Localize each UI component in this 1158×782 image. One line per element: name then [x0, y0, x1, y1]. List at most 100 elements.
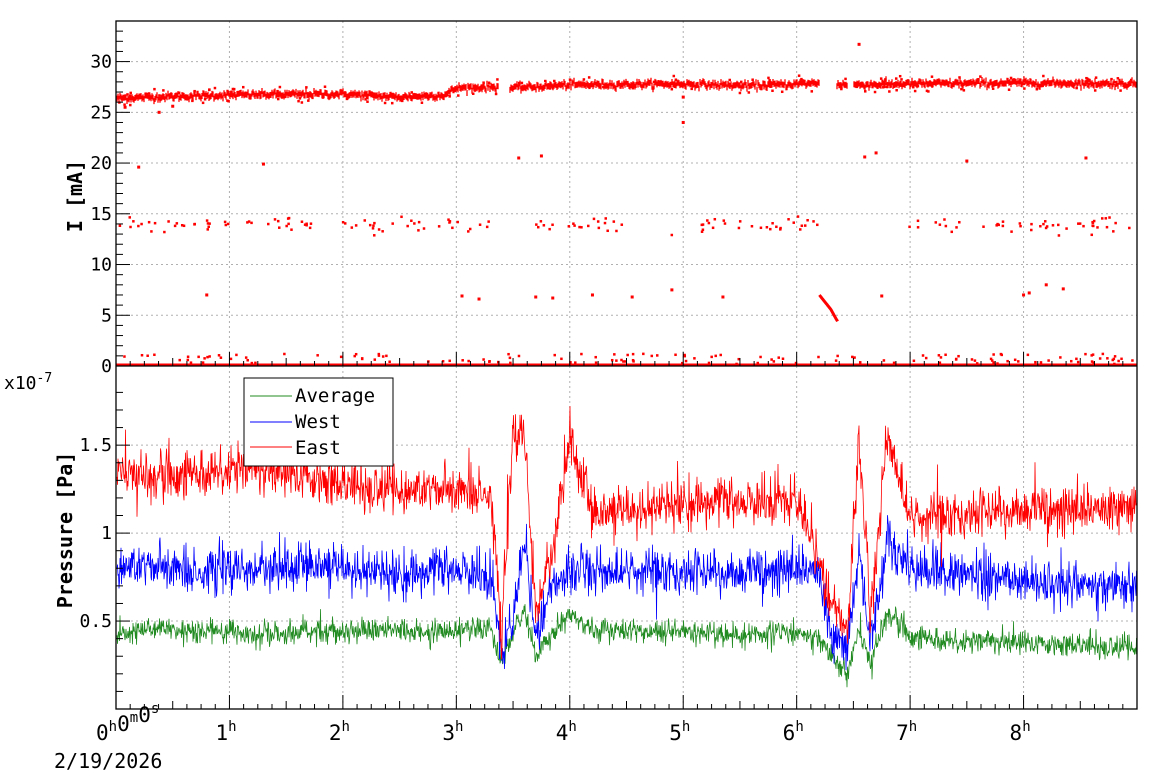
- current-mid-point: [193, 222, 196, 226]
- current-low-point: [1059, 356, 1062, 359]
- top-y-tick-label: 0: [101, 356, 112, 377]
- current-mid-point: [934, 221, 938, 224]
- x-tick-unit: h: [909, 719, 917, 735]
- current-band-point: [962, 89, 966, 92]
- current-low-point: [1026, 353, 1030, 357]
- current-band-point: [765, 84, 768, 88]
- current-low-point: [794, 361, 798, 365]
- current-decay-segment: [818, 294, 839, 323]
- current-band-point: [767, 76, 770, 80]
- current-low-point: [569, 361, 572, 364]
- current-low-point: [882, 359, 886, 362]
- current-low-point: [756, 361, 760, 365]
- current-band-point: [762, 80, 766, 84]
- current-mid-point: [410, 219, 413, 222]
- current-band-point: [673, 85, 677, 89]
- current-band-point: [153, 87, 156, 91]
- current-mid-point: [372, 224, 375, 227]
- current-low-point: [560, 357, 563, 361]
- current-mid-point: [1057, 234, 1061, 237]
- current-outlier-point: [863, 155, 867, 159]
- current-outlier-point: [551, 296, 555, 300]
- current-low-point: [817, 355, 820, 359]
- current-low-point: [235, 353, 238, 357]
- current-band-point: [473, 89, 477, 92]
- current-low-point: [580, 352, 583, 356]
- current-low-point: [1034, 360, 1037, 364]
- x-tick-unit: h: [228, 719, 236, 735]
- current-band-point: [123, 103, 126, 106]
- current-mid-point: [816, 223, 819, 227]
- current-mid-point: [765, 225, 769, 229]
- current-low-point: [594, 355, 597, 359]
- current-low-point: [624, 360, 627, 363]
- current-mid-point: [247, 220, 251, 223]
- current-low-point: [1047, 359, 1050, 362]
- current-mid-point: [606, 229, 609, 233]
- current-band-point: [278, 85, 282, 89]
- current-band-point: [960, 87, 963, 91]
- current-outlier-point: [1022, 293, 1026, 297]
- current-band-point: [561, 82, 565, 86]
- current-mid-point: [750, 224, 754, 228]
- current-low-point: [759, 355, 762, 359]
- current-band-point: [844, 77, 847, 81]
- current-mid-point: [1044, 226, 1048, 230]
- current-mid-point: [285, 224, 288, 228]
- current-low-point: [217, 354, 221, 357]
- current-band-point: [162, 89, 165, 92]
- current-low-point: [836, 354, 839, 358]
- current-outlier-point: [1084, 156, 1088, 160]
- current-band-point: [1087, 78, 1090, 81]
- current-mid-point: [308, 226, 312, 230]
- current-low-point: [1069, 359, 1073, 363]
- current-band-point: [855, 85, 858, 89]
- current-low-point: [1013, 358, 1017, 362]
- x-tick-unit: h: [795, 719, 803, 735]
- current-outlier-point: [1044, 283, 1048, 287]
- current-mid-point: [916, 219, 920, 223]
- current-low-point: [892, 361, 896, 365]
- current-low-point: [353, 354, 356, 358]
- current-band-point: [1041, 84, 1044, 88]
- current-outlier-point: [123, 105, 127, 109]
- current-low-point: [622, 360, 625, 363]
- x-tick-label: 4h: [556, 719, 577, 745]
- current-band-point: [1043, 80, 1047, 84]
- current-low-point: [1117, 359, 1120, 363]
- top-y-tick-label: 25: [90, 102, 112, 123]
- current-band-point: [245, 92, 249, 95]
- current-band-point: [173, 94, 177, 98]
- current-low-point: [710, 355, 713, 359]
- current-band-point: [739, 80, 743, 84]
- current-low-point: [482, 358, 485, 361]
- current-mid-point: [456, 220, 459, 224]
- current-mid-point: [206, 228, 209, 231]
- legend: Average West East: [243, 377, 394, 467]
- current-band-point: [859, 82, 863, 85]
- current-outlier-point: [681, 120, 685, 124]
- top-y-tick-label: 15: [90, 204, 112, 225]
- current-band-point: [884, 78, 887, 81]
- current-band-point: [298, 97, 302, 100]
- current-mid-point: [207, 225, 210, 229]
- current-band-point: [351, 93, 354, 96]
- current-band-point: [631, 86, 635, 90]
- current-mid-point: [775, 225, 778, 229]
- current-band-point: [383, 101, 387, 105]
- current-band-point: [231, 87, 235, 91]
- current-outlier-point: [721, 295, 725, 299]
- current-low-point: [781, 357, 785, 361]
- current-band-point: [1022, 82, 1026, 86]
- current-mid-point: [1045, 225, 1049, 228]
- current-mid-point: [759, 226, 763, 230]
- current-low-point: [388, 360, 391, 363]
- current-band-point: [494, 92, 498, 96]
- current-mid-point: [812, 220, 815, 223]
- current-low-point: [770, 358, 773, 361]
- current-band-point: [913, 89, 917, 93]
- current-mid-point: [406, 224, 409, 228]
- x-tick-label: 2h: [329, 719, 350, 745]
- current-mid-point: [1114, 221, 1117, 225]
- current-mid-point: [573, 224, 576, 227]
